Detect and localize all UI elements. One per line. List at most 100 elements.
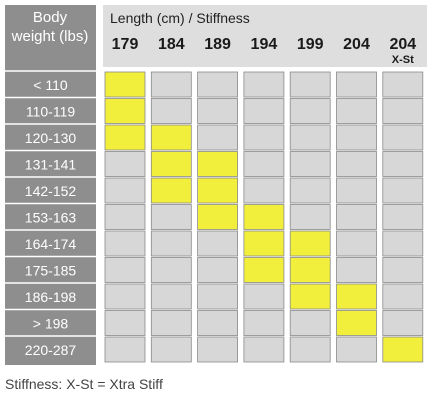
row-header-title: Body weight (lbs) [5,8,95,46]
cell [243,336,285,363]
row-header-line-1: Body [32,9,68,26]
cell [382,177,424,204]
cell-recommended [243,230,285,257]
cell [197,124,239,151]
row-weight-label: 131-141 [25,157,77,173]
cell-recommended [150,177,192,204]
cell-recommended [382,336,424,363]
cell [197,257,239,283]
cell-recommended [289,257,331,283]
column-stiffness-label: X-St [392,54,414,66]
cell [243,124,285,151]
cell [336,124,377,151]
cell-recommended [104,98,146,124]
cell-recommended [243,257,285,283]
cell-recommended [289,283,331,310]
cell [382,98,424,124]
cell [243,98,285,124]
cell [243,310,285,336]
cell [150,336,192,363]
chart-cells [104,71,424,363]
cell [197,98,239,124]
cell-recommended [104,71,146,98]
cell-recommended [336,310,377,336]
cell [382,283,424,310]
column-length-label: 204 [389,36,416,53]
cell [150,283,192,310]
cell [150,230,192,257]
cell [382,230,424,257]
column-header-background [103,5,427,67]
cell [382,71,424,98]
footnote: Stiffness: X-St = Xtra Stiff [5,376,163,392]
row-weight-label: 142-152 [25,183,77,199]
cell [243,177,285,204]
row-weight-label: 220-287 [25,342,77,358]
row-header-line-2: weight (lbs) [11,28,89,45]
cell-recommended [197,151,239,177]
cell [243,283,285,310]
cell [336,177,377,204]
cell-recommended [150,151,192,177]
cell [104,230,146,257]
cell [382,310,424,336]
cell-recommended [197,177,239,204]
cell [197,310,239,336]
cell [289,124,331,151]
column-length-label: 199 [297,36,324,53]
column-length-label: 184 [158,36,185,53]
cell [197,336,239,363]
cell [382,151,424,177]
cell [150,257,192,283]
cell-recommended [104,124,146,151]
cell [104,257,146,283]
row-weight-label: < 110 [33,77,68,93]
cell [243,71,285,98]
cell-recommended [150,124,192,151]
cell [336,98,377,124]
column-length-label: 194 [251,36,278,53]
cell [382,124,424,151]
cell [104,204,146,230]
cell [150,71,192,98]
column-length-label: 189 [204,36,231,53]
cell [382,204,424,230]
cell [289,310,331,336]
cell [289,151,331,177]
row-weight-label: 186-198 [25,289,77,305]
cell [336,230,377,257]
row-weight-label: 153-163 [25,210,77,226]
cell [336,71,377,98]
cell [289,71,331,98]
cell [104,336,146,363]
cell [382,257,424,283]
row-header-background [5,5,96,365]
cell-recommended [243,204,285,230]
cell [104,151,146,177]
cell [197,230,239,257]
cell [197,283,239,310]
row-weight-label: 110-119 [26,104,76,120]
cell [336,257,377,283]
cell [289,336,331,363]
cell [104,177,146,204]
cell [150,204,192,230]
cell [104,310,146,336]
row-weight-label: 175-185 [25,263,77,279]
cell [243,151,285,177]
cell [289,177,331,204]
row-weight-label: 164-174 [25,236,77,252]
cell [150,98,192,124]
cell [104,283,146,310]
cell [197,71,239,98]
row-weight-label: > 198 [33,316,69,332]
cell-recommended [336,283,377,310]
cell [289,98,331,124]
cell [336,336,377,363]
column-header-title: Length (cm) / Stiffness [110,10,250,26]
cell-recommended [289,230,331,257]
row-labels: < 110 110-119 120-130 131-141 142-152 153-163… [5,70,96,358]
cell [150,310,192,336]
cell [336,204,377,230]
